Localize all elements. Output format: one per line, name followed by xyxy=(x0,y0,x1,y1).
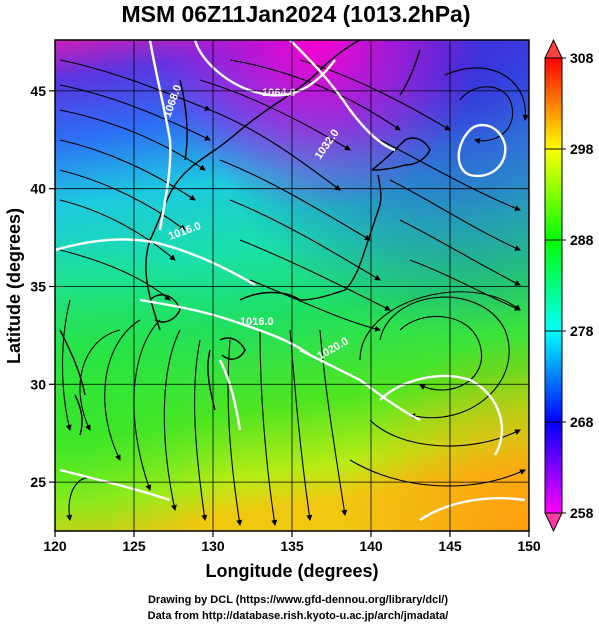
colorbar-ticks: 308 298 288 278 268 258 xyxy=(545,50,594,521)
colorbar-tick-label: 298 xyxy=(570,141,594,157)
map-title: MSM 06Z11Jan2024 (1013.2hPa) xyxy=(121,1,470,27)
colorbar-tick-label: 278 xyxy=(570,323,594,339)
lat-tick-label: 35 xyxy=(30,278,46,294)
credit-data: Data from http://database.rish.kyoto-u.a… xyxy=(148,610,449,622)
isobar-label: 1016.0 xyxy=(240,316,274,328)
isobar-label: 1064.0 xyxy=(262,87,296,99)
lat-tick-label: 25 xyxy=(30,474,46,490)
lon-tick-label: 130 xyxy=(201,538,225,554)
longitude-ticks: 120 125 130 135 140 145 150 xyxy=(43,531,541,554)
lon-tick-label: 140 xyxy=(359,538,383,554)
colorbar-tick-label: 308 xyxy=(570,50,594,66)
colorbar-top-triangle xyxy=(544,38,563,59)
colorbar-tick-label: 268 xyxy=(570,414,594,430)
lon-tick-label: 125 xyxy=(122,538,146,554)
lon-tick-label: 120 xyxy=(43,538,67,554)
x-axis-label: Longitude (degrees) xyxy=(205,561,378,581)
lon-tick-label: 150 xyxy=(517,538,541,554)
colorbar-tick-label: 258 xyxy=(570,505,594,521)
lat-tick-label: 30 xyxy=(30,376,46,392)
latitude-ticks: 25 30 35 40 45 xyxy=(30,83,55,490)
colorbar-gradient xyxy=(544,57,563,514)
lon-tick-label: 145 xyxy=(438,538,462,554)
lat-tick-label: 40 xyxy=(30,181,46,197)
colorbar-tick-label: 288 xyxy=(570,232,594,248)
lat-tick-label: 45 xyxy=(30,83,46,99)
credit-drawing: Drawing by DCL (https://www.gfd-dennou.o… xyxy=(148,594,448,606)
y-axis-label: Latitude (degrees) xyxy=(4,208,24,364)
colorbar-bottom-triangle xyxy=(544,512,563,533)
isobars xyxy=(55,40,526,521)
lon-tick-label: 135 xyxy=(280,538,304,554)
colorbar: 308 298 288 278 268 258 xyxy=(544,38,594,533)
